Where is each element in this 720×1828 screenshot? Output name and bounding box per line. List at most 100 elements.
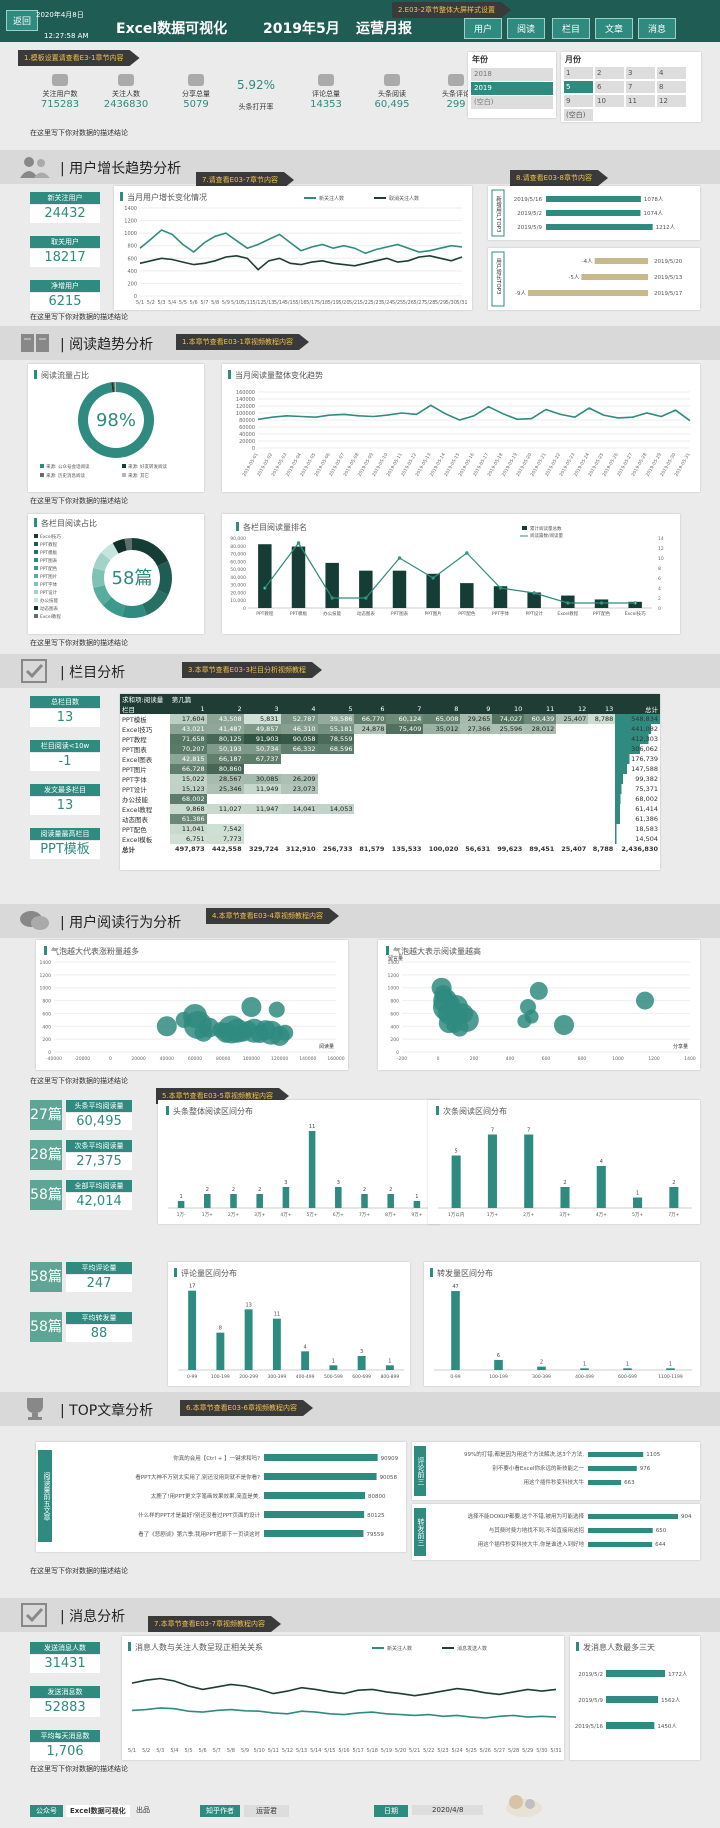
bar-category-label: 2019/5/2 <box>578 1672 603 1678</box>
x-tick-label: 5/31 <box>456 300 467 306</box>
bar <box>588 1528 653 1533</box>
pivot-cell: 9,868 <box>169 804 207 814</box>
legend-label: 来源: 好友转发阅读 <box>128 463 167 470</box>
nav-user[interactable]: 用户 <box>464 18 503 39</box>
pivot-total: 312,910 <box>285 845 316 853</box>
slicer-month-item[interactable]: 5 <box>564 81 593 93</box>
pivot-cell: 441,082 <box>615 724 660 734</box>
slicer-year-item[interactable]: 2019 <box>471 82 553 95</box>
kpi-item: 关注用户数 715283 <box>30 74 90 110</box>
x-tick-label: 7万+ <box>359 1212 370 1218</box>
legend-label: Excel技巧 <box>40 533 61 540</box>
x-tick-label: 5/12 <box>282 1748 293 1754</box>
x-tick-label: 5万+ <box>632 1212 643 1218</box>
x-tick-label: 5/9 <box>222 300 230 306</box>
bar <box>580 1368 589 1370</box>
slicer-year-item[interactable]: (空白) <box>471 96 553 109</box>
slicer-month-item[interactable]: 12 <box>657 95 686 107</box>
share-dist-panel: 转发量区间分布 47 0-99 6 100-199 2 300-399 1 400-499 1 6… <box>424 1262 700 1386</box>
pivot-cell <box>354 774 386 784</box>
footer-date-value: 2020/4/8 <box>412 1805 484 1815</box>
count-badge: 58篇 <box>30 1262 62 1292</box>
pivot-col: 10 <box>514 705 523 713</box>
read-share-title: 阅读流量占比 <box>34 370 89 381</box>
donut-center-label: 98% <box>96 410 136 431</box>
legend-label: 消息发送人数 <box>457 1645 487 1652</box>
legend-label: PPT设计 <box>40 589 58 596</box>
legend-swatch <box>122 464 126 468</box>
y2-tick-label: 14 <box>658 536 664 542</box>
month-slicer[interactable]: 月份 1 2 3 4 5 6 7 8 9 10 11 12 (空白) <box>561 52 701 122</box>
pivot-cell <box>207 814 244 824</box>
pivot-cell: 14,041 <box>280 804 318 814</box>
bar <box>282 1187 290 1208</box>
kpi-label: 发送消息人数 <box>30 1642 100 1654</box>
pivot-cell <box>588 824 615 834</box>
pivot-row-label: PPT设计 <box>122 786 147 794</box>
pivot-cell: 11,027 <box>206 804 244 814</box>
bar-data-label: 1 <box>626 1361 629 1367</box>
pivot-cell <box>354 794 386 804</box>
slicer-month-item[interactable]: 1 <box>564 67 593 79</box>
pivot-cell <box>386 754 423 764</box>
bar-data-label: 2 <box>672 1180 675 1186</box>
y-tick-label: 80000 <box>239 418 255 424</box>
pivot-cell <box>281 794 318 804</box>
slicer-month-item[interactable]: 9 <box>564 95 593 107</box>
bubble <box>450 1018 469 1037</box>
pivot-col: 总计 <box>645 706 658 714</box>
slicer-month-item[interactable]: (空白) <box>564 109 593 121</box>
nav-message[interactable]: 消息 <box>638 18 677 39</box>
x-tick-label: 600-699 <box>618 1374 637 1380</box>
pivot-row: PPT配色 11,041 7,542 18,583 <box>120 824 660 834</box>
slicer-month-item[interactable]: 3 <box>626 67 655 79</box>
pivot-cell <box>524 794 556 804</box>
slicer-month-item[interactable]: 10 <box>595 95 624 107</box>
pivot-col-label: 栏目 <box>122 706 135 714</box>
legend-swatch <box>122 473 126 477</box>
pivot-cell <box>460 744 492 754</box>
bar <box>413 1201 421 1208</box>
month-slicer-title: 月份 <box>565 55 581 64</box>
nav-read[interactable]: 阅读 <box>507 18 546 39</box>
back-button[interactable]: 返回 <box>6 10 39 31</box>
legend-swatch <box>34 598 38 602</box>
chat-bubbles-icon <box>20 911 49 930</box>
slicer-month-item[interactable]: 2 <box>595 67 624 79</box>
bar <box>230 1194 237 1208</box>
pivot-cell <box>524 764 556 774</box>
kpi-label: 次条平均阅读量 <box>66 1140 132 1152</box>
x-tick-label: 5/30 <box>446 300 457 306</box>
bubble <box>517 1014 532 1029</box>
tip-style: 2.E03-2章节整体大屏样式设置 <box>392 2 511 18</box>
slicer-month-item[interactable]: 6 <box>595 81 624 93</box>
slicer-month-item[interactable]: 4 <box>657 67 686 79</box>
x-tick-label: 400-499 <box>575 1374 594 1380</box>
pivot-cell <box>556 744 588 754</box>
pivot-cell <box>423 734 460 744</box>
nav-article[interactable]: 文章 <box>595 18 634 39</box>
slicer-month-item[interactable]: 8 <box>657 81 686 93</box>
legend-label: PPT图表 <box>40 557 58 564</box>
pivot-cell: 90,058 <box>280 734 318 744</box>
slicer-month-item[interactable]: 11 <box>626 95 655 107</box>
count-badge: 28篇 <box>30 1140 62 1170</box>
series-line-1 <box>139 254 463 271</box>
pivot-cell <box>354 744 386 754</box>
year-slicer[interactable]: 年份 2018 2019 (空白) <box>468 52 556 118</box>
pivot-cell <box>318 824 355 834</box>
x-tick-label: 5/30 <box>536 1748 547 1754</box>
pivot-row-label: 办公技能 <box>122 796 148 804</box>
bar-data-label: 1 <box>583 1361 586 1367</box>
slicer-month-item[interactable]: 7 <box>626 81 655 93</box>
pivot-row: Excel教程 9,868 11,027 11,947 14,041 14,053 61,4… <box>120 804 660 814</box>
y-tick-label: 600 <box>42 1011 51 1017</box>
nav-column[interactable]: 栏目 <box>552 18 591 39</box>
slicer-year-item[interactable]: 2018 <box>471 68 553 81</box>
kpi-label: 净增用户 <box>30 280 100 292</box>
x-tick-label: 1万+ <box>202 1212 213 1218</box>
pivot-header-b: 第几篇 <box>171 696 192 704</box>
pivot-row: 动态图表 61,386 61,386 <box>120 814 660 824</box>
x-tick-label: 800-899 <box>380 1374 399 1380</box>
